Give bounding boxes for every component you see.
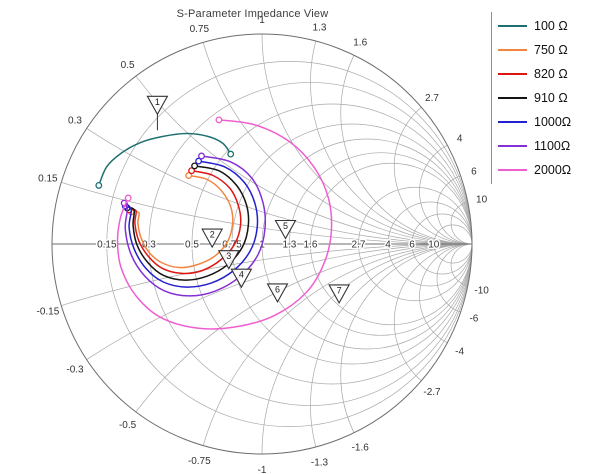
svg-text:-10: -10	[474, 285, 489, 296]
chart-title: S-Parameter Impedance View	[176, 8, 329, 20]
series-trace	[124, 160, 259, 288]
svg-text:-2.7: -2.7	[423, 387, 441, 398]
svg-text:0.15: 0.15	[97, 240, 117, 251]
marker-number: 3	[226, 251, 231, 261]
svg-text:0.15: 0.15	[38, 173, 58, 184]
traces	[95, 116, 333, 330]
svg-text:0.75: 0.75	[190, 24, 210, 35]
legend-label: 2000Ω	[534, 163, 572, 177]
legend-label: 1000Ω	[534, 115, 572, 129]
svg-text:-1.6: -1.6	[352, 442, 370, 453]
svg-text:-0.15: -0.15	[37, 307, 60, 318]
chart-marker-2[interactable]: 2	[201, 228, 224, 249]
legend-label: 100 Ω	[534, 19, 568, 33]
svg-text:-6: -6	[469, 314, 478, 325]
marker-number: 5	[283, 221, 288, 231]
svg-text:1.3: 1.3	[313, 23, 327, 34]
chart-marker-3[interactable]: 3	[217, 250, 240, 270]
chart-marker-5[interactable]: 5	[274, 219, 297, 240]
svg-text:0.5: 0.5	[121, 60, 135, 71]
svg-text:-0.5: -0.5	[119, 420, 137, 431]
legend-label: 750 Ω	[534, 43, 568, 57]
marker-triangle-icon	[274, 219, 297, 240]
marker-number: 1	[155, 97, 160, 107]
legend-item: 1000Ω	[498, 110, 571, 134]
legend-swatch	[498, 49, 527, 51]
marker-triangle-icon	[201, 228, 224, 249]
svg-text:2.7: 2.7	[425, 93, 439, 104]
marker-triangle-icon	[328, 284, 351, 305]
legend-item: 910 Ω	[498, 86, 571, 110]
svg-text:1.3: 1.3	[282, 240, 296, 251]
svg-text:4: 4	[385, 240, 391, 251]
svg-text:-4: -4	[455, 346, 464, 357]
marker-triangle-icon	[266, 283, 289, 304]
svg-text:-1.3: -1.3	[311, 458, 329, 469]
chart-marker-7[interactable]: 7	[328, 284, 351, 305]
series-trace	[123, 155, 267, 297]
svg-text:6: 6	[471, 166, 477, 177]
svg-text:0.5: 0.5	[185, 240, 199, 251]
svg-text:-0.3: -0.3	[66, 364, 84, 375]
svg-text:-1: -1	[258, 465, 267, 474]
legend-swatch	[498, 73, 527, 75]
legend-item: 2000Ω	[498, 158, 571, 182]
legend-item: 820 Ω	[498, 62, 571, 86]
svg-text:0.3: 0.3	[68, 116, 82, 127]
series-endpoint-marker	[195, 157, 203, 165]
marker-triangle-icon	[217, 250, 240, 270]
svg-text:1.6: 1.6	[353, 38, 367, 49]
svg-text:-0.75: -0.75	[188, 456, 211, 467]
svg-text:1.6: 1.6	[304, 240, 318, 251]
legend-item: 100 Ω	[498, 14, 571, 38]
legend-swatch	[498, 121, 527, 123]
svg-text:6: 6	[409, 240, 415, 251]
series-endpoint-marker	[124, 194, 132, 202]
series-trace	[130, 174, 234, 269]
series-endpoint-marker	[191, 162, 199, 170]
legend: 100 Ω 750 Ω 820 Ω 910 Ω 1000Ω 1100Ω 2000Ω	[491, 12, 572, 184]
svg-text:0.75: 0.75	[222, 240, 242, 251]
series-trace	[126, 165, 250, 281]
marker-number: 4	[239, 270, 244, 280]
svg-text:2.7: 2.7	[352, 240, 366, 251]
marker-number: 2	[210, 230, 215, 240]
legend-item: 750 Ω	[498, 38, 571, 62]
chart-marker-6[interactable]: 6	[266, 283, 289, 304]
series-endpoint-marker	[185, 172, 193, 179]
series-trace	[98, 132, 232, 187]
chart-marker-4[interactable]: 4	[230, 268, 253, 289]
series-trace	[116, 119, 333, 330]
svg-text:4: 4	[457, 134, 463, 145]
series-endpoint-marker	[198, 152, 205, 160]
legend-label: 820 Ω	[534, 67, 568, 81]
legend-swatch	[498, 97, 527, 99]
legend-item: 1100Ω	[498, 134, 571, 158]
legend-swatch	[498, 145, 527, 147]
legend-label: 1100Ω	[534, 139, 571, 153]
series-endpoint-marker	[215, 116, 223, 124]
marker-triangle-icon	[230, 268, 253, 289]
legend-swatch	[498, 169, 527, 171]
svg-text:10: 10	[476, 195, 488, 206]
marker-triangle-icon	[146, 95, 169, 116]
svg-text:0.3: 0.3	[142, 240, 156, 251]
svg-text:1: 1	[259, 15, 265, 26]
svg-text:10: 10	[428, 240, 440, 251]
series-trace	[128, 169, 242, 275]
series-endpoint-marker	[227, 150, 235, 158]
series-endpoint-marker	[188, 167, 196, 175]
legend-label: 910 Ω	[534, 91, 568, 105]
chart-marker-1[interactable]: 1	[146, 95, 169, 131]
series-endpoint-marker	[95, 181, 103, 189]
marker-number: 7	[337, 285, 342, 295]
marker-number: 6	[275, 284, 280, 294]
legend-swatch	[498, 25, 527, 27]
